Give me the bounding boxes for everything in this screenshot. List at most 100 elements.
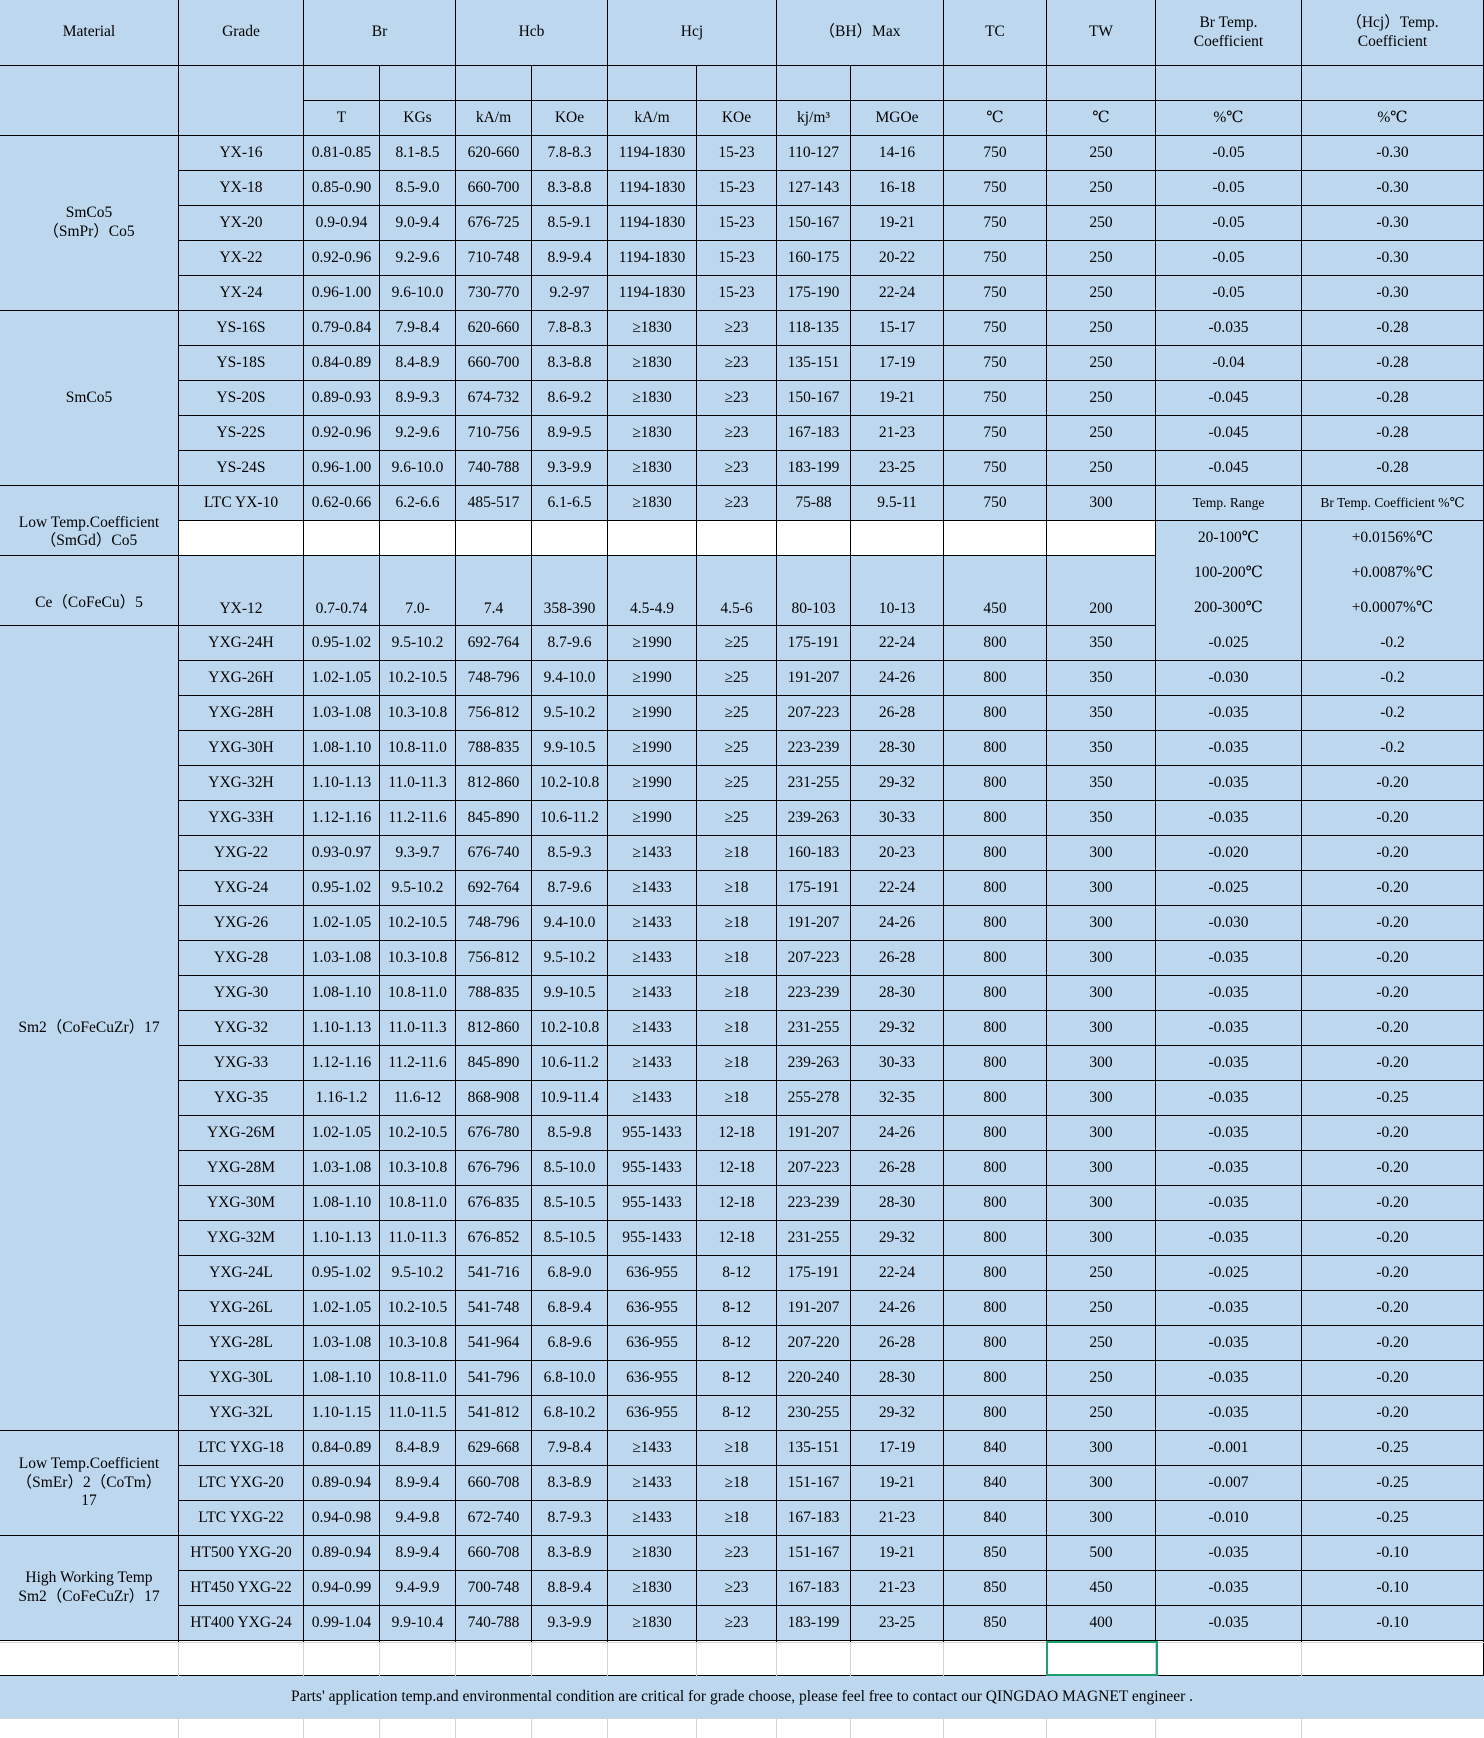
table-cell[interactable]: 6.8-9.6	[532, 1326, 608, 1361]
table-cell[interactable]: 10.9-11.4	[532, 1081, 608, 1116]
table-cell[interactable]: 8.5-10.5	[532, 1186, 608, 1221]
table-cell[interactable]: 23-25	[851, 1606, 944, 1641]
footer-note[interactable]: Parts' application temp.and environmenta…	[0, 1676, 1484, 1718]
table-cell[interactable]: -0.035	[1156, 1116, 1302, 1151]
table-cell[interactable]: 636-955	[608, 1361, 697, 1396]
table-cell[interactable]: 800	[944, 1046, 1047, 1081]
table-cell[interactable]: 20-22	[851, 241, 944, 276]
table-cell[interactable]: -0.2	[1302, 661, 1484, 696]
table-cell[interactable]: -0.28	[1302, 381, 1484, 416]
table-cell[interactable]: 756-812	[456, 941, 532, 976]
table-cell[interactable]: 800	[944, 836, 1047, 871]
table-cell[interactable]: 7.0-	[380, 556, 456, 626]
grade-cell[interactable]: YXG-24	[179, 871, 304, 906]
grade-cell[interactable]: YS-16S	[179, 311, 304, 346]
table-cell[interactable]: 7.9-8.4	[532, 1431, 608, 1466]
table-cell[interactable]: ≥18	[697, 836, 777, 871]
table-cell[interactable]: 1.02-1.05	[304, 906, 380, 941]
table-cell[interactable]: ≥1433	[608, 1466, 697, 1501]
table-cell[interactable]: 1.10-1.13	[304, 766, 380, 801]
table-cell[interactable]: -0.045	[1156, 451, 1302, 486]
header-grade[interactable]: Grade	[179, 0, 304, 66]
table-cell[interactable]: 250	[1047, 276, 1156, 311]
table-cell[interactable]: 1.10-1.13	[304, 1011, 380, 1046]
table-cell[interactable]: -0.20	[1302, 941, 1484, 976]
table-cell[interactable]: 8.4-8.9	[380, 346, 456, 381]
unit-label[interactable]: ℃	[1047, 101, 1156, 136]
table-cell[interactable]: 850	[944, 1536, 1047, 1571]
table-cell[interactable]: 9.3-9.7	[380, 836, 456, 871]
table-cell[interactable]: 15-23	[697, 276, 777, 311]
table-cell[interactable]: 1194-1830	[608, 136, 697, 171]
table-cell[interactable]: 840	[944, 1431, 1047, 1466]
table-cell[interactable]: 6.8-10.0	[532, 1361, 608, 1396]
header-blank-cell[interactable]	[608, 66, 697, 101]
temp-coefficient-cell[interactable]: +0.0156%℃	[1302, 521, 1484, 556]
table-cell[interactable]	[1047, 521, 1156, 556]
table-cell[interactable]: 118-135	[777, 311, 851, 346]
table-cell[interactable]: 812-860	[456, 1011, 532, 1046]
table-cell[interactable]: 8.9-9.4	[380, 1536, 456, 1571]
table-cell[interactable]: 250	[1047, 416, 1156, 451]
table-cell[interactable]: 16-18	[851, 171, 944, 206]
table-cell[interactable]: 167-183	[777, 416, 851, 451]
unit-label[interactable]: MGOe	[851, 101, 944, 136]
table-cell[interactable]: ≥1830	[608, 311, 697, 346]
temp-coefficient-cell[interactable]: +0.0087%℃	[1302, 556, 1484, 591]
table-cell[interactable]: 29-32	[851, 1221, 944, 1256]
empty-cell[interactable]	[0, 1641, 179, 1676]
table-cell[interactable]: 800	[944, 976, 1047, 1011]
table-cell[interactable]	[851, 521, 944, 556]
table-cell[interactable]: 191-207	[777, 1291, 851, 1326]
table-cell[interactable]	[456, 521, 532, 556]
table-cell[interactable]: 0.79-0.84	[304, 311, 380, 346]
table-cell[interactable]: 629-668	[456, 1431, 532, 1466]
grade-cell[interactable]: HT400 YXG-24	[179, 1606, 304, 1641]
table-cell[interactable]: 800	[944, 626, 1047, 661]
table-cell[interactable]: 0.92-0.96	[304, 416, 380, 451]
table-cell[interactable]: 350	[1047, 731, 1156, 766]
table-cell[interactable]: 8.7-9.3	[532, 1501, 608, 1536]
header-hcj[interactable]: Hcj	[608, 0, 777, 66]
table-cell[interactable]: 8-12	[697, 1256, 777, 1291]
grade-cell[interactable]: YXG-30	[179, 976, 304, 1011]
table-cell[interactable]: 22-24	[851, 626, 944, 661]
table-cell[interactable]: 740-788	[456, 451, 532, 486]
grade-cell[interactable]: YXG-35	[179, 1081, 304, 1116]
table-cell[interactable]: 756-812	[456, 696, 532, 731]
table-cell[interactable]: ≥23	[697, 1571, 777, 1606]
table-cell[interactable]: 955-1433	[608, 1116, 697, 1151]
table-cell[interactable]: 800	[944, 801, 1047, 836]
table-cell[interactable]: 8.3-8.8	[532, 171, 608, 206]
table-cell[interactable]: 10.2-10.5	[380, 906, 456, 941]
table-cell[interactable]: 250	[1047, 241, 1156, 276]
table-cell[interactable]: 800	[944, 1186, 1047, 1221]
table-cell[interactable]: -0.30	[1302, 241, 1484, 276]
unit-label[interactable]: kA/m	[608, 101, 697, 136]
header-blank-cell[interactable]	[697, 66, 777, 101]
table-cell[interactable]: 9.4-10.0	[532, 906, 608, 941]
empty-cell[interactable]	[304, 1641, 380, 1676]
table-cell[interactable]: ≥1990	[608, 626, 697, 661]
table-cell[interactable]: 676-725	[456, 206, 532, 241]
empty-cell[interactable]	[1156, 1641, 1302, 1676]
table-cell[interactable]: 19-21	[851, 1466, 944, 1501]
table-cell[interactable]: 26-28	[851, 941, 944, 976]
table-cell[interactable]: ≥23	[697, 311, 777, 346]
table-cell[interactable]: ≥1433	[608, 1501, 697, 1536]
table-cell[interactable]: -0.025	[1156, 1256, 1302, 1291]
table-cell[interactable]: 255-278	[777, 1081, 851, 1116]
table-cell[interactable]: 620-660	[456, 311, 532, 346]
table-cell[interactable]: 1.03-1.08	[304, 941, 380, 976]
table-cell[interactable]: -0.20	[1302, 871, 1484, 906]
table-cell[interactable]: 22-24	[851, 276, 944, 311]
table-cell[interactable]: 250	[1047, 451, 1156, 486]
header-blank-cell[interactable]	[777, 66, 851, 101]
table-cell[interactable]: 692-764	[456, 626, 532, 661]
table-cell[interactable]: ≥25	[697, 696, 777, 731]
table-cell[interactable]: 730-770	[456, 276, 532, 311]
table-cell[interactable]: -0.20	[1302, 1046, 1484, 1081]
table-cell[interactable]: 10.3-10.8	[380, 1151, 456, 1186]
table-cell[interactable]: -0.20	[1302, 1186, 1484, 1221]
table-cell[interactable]: 9.6-10.0	[380, 451, 456, 486]
